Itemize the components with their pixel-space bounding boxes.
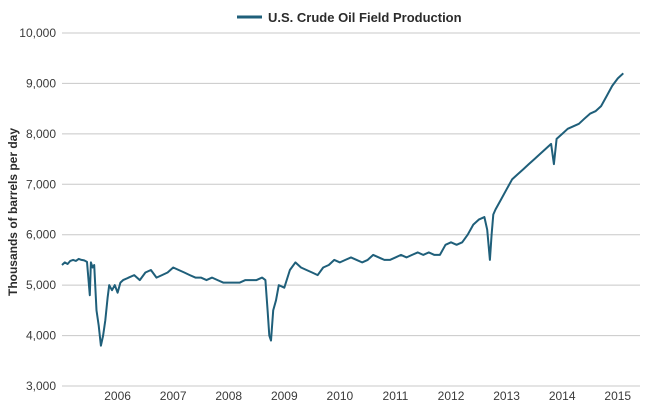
x-tick-label: 2013 bbox=[493, 389, 520, 403]
y-tick-label: 9,000 bbox=[26, 76, 56, 90]
legend: U.S. Crude Oil Field Production bbox=[237, 10, 462, 25]
x-tick-label: 2011 bbox=[383, 389, 409, 403]
y-tick-label: 4,000 bbox=[26, 329, 56, 343]
x-tick-label: 2006 bbox=[104, 389, 131, 403]
y-tick-label: 3,000 bbox=[26, 379, 56, 393]
legend-label: U.S. Crude Oil Field Production bbox=[268, 10, 462, 25]
y-tick-label: 5,000 bbox=[26, 278, 56, 292]
y-tick-label: 6,000 bbox=[26, 228, 56, 242]
x-tick-label: 2015 bbox=[604, 389, 631, 403]
x-tick-label: 2008 bbox=[215, 389, 242, 403]
series-line bbox=[61, 72, 624, 347]
x-axis: 2006 2007 2008 2009 2010 2011 2012 2013 2014 2015 bbox=[104, 389, 631, 403]
grid bbox=[62, 32, 640, 387]
y-axis-title: Thousands of barrels per day bbox=[6, 128, 20, 296]
x-tick-label: 2009 bbox=[271, 389, 298, 403]
y-tick-label: 8,000 bbox=[26, 127, 56, 141]
x-tick-label: 2010 bbox=[327, 389, 354, 403]
x-tick-label: 2014 bbox=[549, 389, 576, 403]
y-tick-label: 7,000 bbox=[26, 177, 56, 191]
y-axis: 3,000 4,000 5,000 6,000 7,000 8,000 9,000 10,00… bbox=[19, 26, 56, 393]
x-tick-label: 2007 bbox=[160, 389, 187, 403]
x-tick-label: 2012 bbox=[438, 389, 465, 403]
y-tick-label: 10,000 bbox=[19, 26, 56, 40]
